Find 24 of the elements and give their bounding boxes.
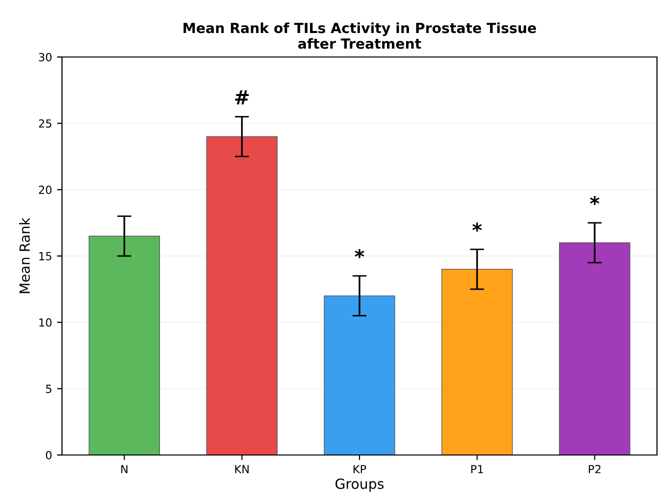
annotation: * (590, 196, 600, 206)
x-tick-label: P2 (588, 464, 600, 474)
x-tick-label: KN (235, 465, 249, 474)
bar (324, 295, 396, 455)
y-tick-label: 10 (39, 318, 52, 327)
y-tick-label: 15 (39, 252, 52, 260)
y-tick-label: 25 (38, 119, 52, 128)
chart-title: Mean Rank of TILs Activity in Prostate Tissue after Treatment (184, 22, 536, 49)
bar (559, 242, 630, 455)
x-tick-label: N (121, 465, 128, 474)
x-axis-title: Groups (336, 478, 384, 492)
y-tick-label: 20 (38, 186, 52, 194)
annotation: * (472, 222, 482, 232)
bar (206, 136, 278, 455)
annotation: # (235, 90, 249, 104)
x-tick-label: KP (354, 465, 366, 474)
y-axis-title: Mean Rank (19, 218, 30, 294)
y-tick-label: 30 (38, 52, 52, 62)
y-tick-label: 0 (46, 450, 52, 460)
x-tick-label: P1 (471, 465, 483, 474)
annotation: * (354, 249, 364, 258)
bar (88, 236, 160, 455)
bar (441, 268, 513, 455)
y-tick-label: 5 (46, 384, 52, 394)
